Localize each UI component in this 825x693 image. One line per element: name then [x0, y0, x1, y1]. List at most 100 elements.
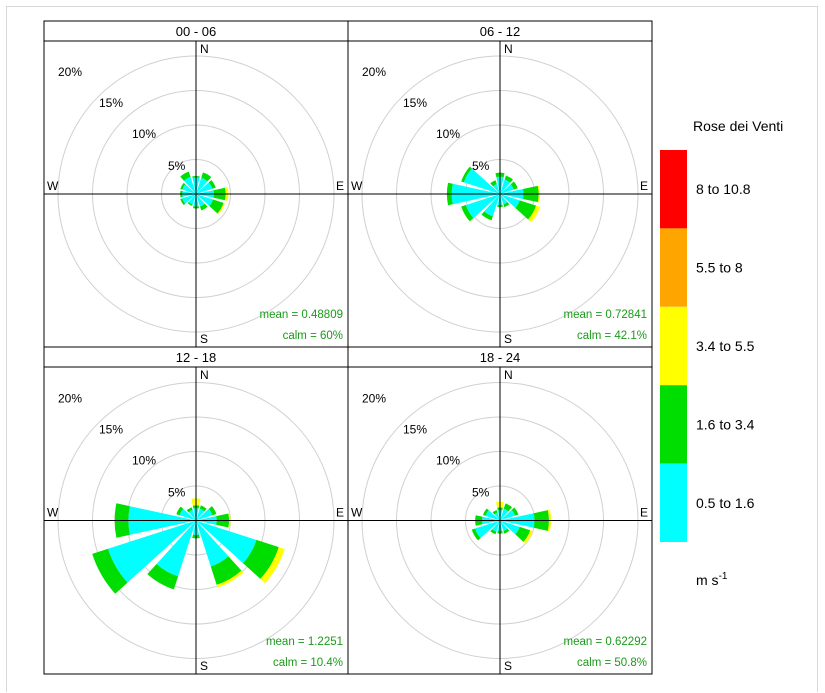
radial-tick-label: 5% [168, 159, 186, 173]
petal-segment [208, 180, 216, 189]
panel-title: 00 - 06 [176, 24, 216, 39]
panel-title: 06 - 12 [480, 24, 520, 39]
petal-segment [500, 520, 520, 535]
petal-segment [463, 168, 500, 194]
petal-segment [209, 199, 224, 214]
legend-label: 3.4 to 5.5 [696, 338, 755, 354]
petal-segment [500, 508, 509, 521]
petal-segment [528, 205, 541, 223]
petal-segment [182, 194, 196, 204]
direction-label-w: W [351, 506, 363, 520]
direction-label-e: E [640, 506, 648, 520]
direction-label-w: W [47, 179, 59, 193]
panel-calm-label: calm = 50.8% [577, 657, 647, 669]
petal-segment [196, 520, 257, 564]
legend-swatch [660, 150, 687, 229]
petal-segment [179, 508, 196, 521]
direction-label-s: S [504, 332, 512, 346]
direction-label-n: N [200, 42, 209, 56]
radial-tick-label: 15% [99, 423, 123, 437]
panel-calm-label: calm = 60% [283, 330, 343, 342]
radial-tick-label: 5% [472, 159, 490, 173]
panel-calm-label: calm = 10.4% [273, 657, 343, 669]
legend-label: 5.5 to 8 [696, 260, 743, 276]
direction-label-n: N [504, 368, 513, 382]
petal-segment [484, 194, 500, 217]
petal-segment [500, 179, 511, 194]
petal-segment [210, 556, 242, 585]
panel-mean-label: mean = 0.72841 [564, 309, 647, 321]
petal-segment [515, 526, 531, 542]
radial-tick-label: 20% [58, 392, 82, 406]
panel-mean-label: mean = 1.2251 [266, 636, 343, 648]
radial-tick-label: 15% [403, 423, 427, 437]
petal-segment [485, 510, 500, 521]
direction-label-e: E [640, 179, 648, 193]
petal-segment [492, 509, 498, 515]
petal-segment [492, 520, 500, 532]
radial-tick-label: 5% [168, 486, 186, 500]
petal-segment [182, 184, 196, 194]
panel-border [347, 346, 653, 675]
petal-segment [500, 194, 520, 208]
petal-segment [503, 202, 510, 208]
petal-segment [188, 194, 196, 205]
petal-segment [465, 194, 500, 219]
petal-segment [156, 520, 196, 577]
direction-label-w: W [47, 506, 59, 520]
legend-unit: m s-1 [696, 571, 728, 588]
legend-swatch [660, 385, 687, 464]
direction-label-n: N [504, 42, 513, 56]
radial-tick-label: 20% [58, 65, 82, 79]
legend-unit-exponent: -1 [719, 571, 728, 582]
petal-segment [503, 528, 510, 534]
petal-segment [490, 180, 497, 187]
panel-plot-area [348, 367, 652, 674]
petal-segment [196, 177, 208, 194]
petal-segment [188, 509, 196, 521]
radial-tick-label: 10% [436, 454, 460, 468]
petal-segment [511, 507, 519, 516]
petal-segment [500, 509, 516, 521]
radial-tick-label: 10% [132, 454, 156, 468]
direction-label-n: N [200, 368, 209, 382]
petal-segment [515, 200, 537, 220]
panel-mean-label: mean = 0.62292 [564, 636, 647, 648]
direction-label-e: E [336, 179, 344, 193]
petal-segment [471, 528, 481, 541]
petal-segment [461, 204, 474, 222]
page-border [6, 6, 818, 692]
direction-label-e: E [336, 506, 344, 520]
legend-label: 0.5 to 1.6 [696, 495, 755, 511]
petal-segment [196, 182, 213, 194]
petal-segment [196, 194, 205, 207]
petal-segment [243, 539, 279, 579]
petal-segment [493, 184, 500, 194]
legend-unit-base: m s [696, 572, 719, 588]
petal-segment [510, 181, 518, 190]
petal-segment [196, 508, 205, 521]
legend: Rose dei Venti 8 to 10.8 5.5 to 8 3.4 to 5.… [660, 118, 783, 588]
petal-segment [180, 182, 186, 190]
panel-plot-area [348, 41, 652, 347]
petal-segment [183, 176, 196, 194]
petal-segment [180, 171, 191, 181]
petal-segment [500, 520, 508, 532]
legend-swatch [660, 228, 687, 307]
petal-segment [176, 506, 184, 516]
radial-tick-label: 20% [362, 392, 386, 406]
radial-tick-label: 10% [132, 127, 156, 141]
panel-calm-label: calm = 42.1% [577, 330, 647, 342]
petal-segment [208, 506, 217, 516]
petal-segment [490, 529, 497, 535]
panel-title: 18 - 24 [480, 350, 520, 365]
petal-segment [494, 512, 500, 521]
radial-tick-label: 15% [99, 96, 123, 110]
legend-title: Rose dei Venti [693, 118, 783, 134]
direction-label-s: S [200, 659, 208, 673]
